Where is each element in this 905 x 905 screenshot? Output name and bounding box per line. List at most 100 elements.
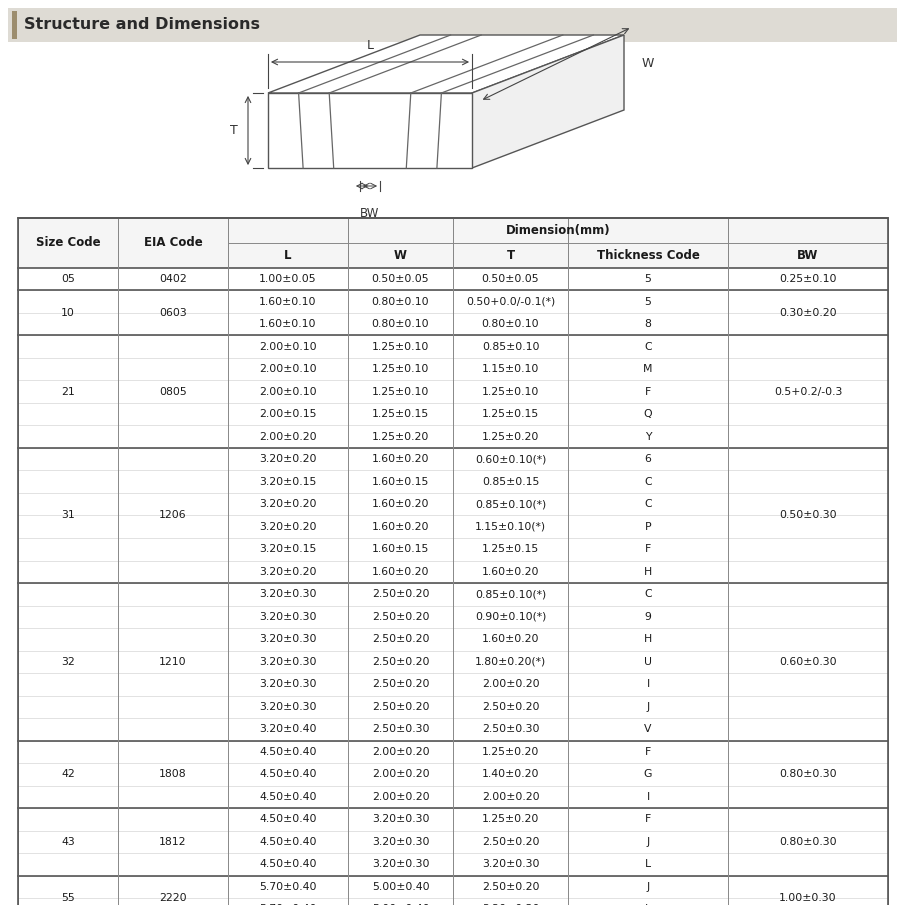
Text: 3.20±0.30: 3.20±0.30 <box>259 657 317 667</box>
Text: 0.5+0.2/-0.3: 0.5+0.2/-0.3 <box>774 386 843 396</box>
Text: 1.60±0.15: 1.60±0.15 <box>372 544 429 554</box>
Text: L: L <box>645 859 651 869</box>
Text: 0.80±0.10: 0.80±0.10 <box>372 319 429 329</box>
Text: C: C <box>644 500 652 510</box>
Text: M: M <box>643 364 653 375</box>
Text: 2.00±0.10: 2.00±0.10 <box>259 386 317 396</box>
Text: Size Code: Size Code <box>35 236 100 250</box>
Text: 2.50±0.20: 2.50±0.20 <box>372 657 429 667</box>
Text: 1.25±0.20: 1.25±0.20 <box>481 814 539 824</box>
Text: 0.50+0.0/-0.1(*): 0.50+0.0/-0.1(*) <box>466 297 555 307</box>
Text: 0.60±0.30: 0.60±0.30 <box>779 657 837 667</box>
Text: 3.20±0.15: 3.20±0.15 <box>260 477 317 487</box>
Text: F: F <box>645 386 651 396</box>
Text: 4.50±0.40: 4.50±0.40 <box>259 747 317 757</box>
Text: 2.00±0.20: 2.00±0.20 <box>481 792 539 802</box>
Text: 0.80±0.10: 0.80±0.10 <box>481 319 539 329</box>
Text: 21: 21 <box>62 386 75 396</box>
Text: 2.00±0.20: 2.00±0.20 <box>372 769 429 779</box>
Text: 1808: 1808 <box>159 769 186 779</box>
Text: 4.50±0.40: 4.50±0.40 <box>259 792 317 802</box>
Text: 5: 5 <box>644 297 652 307</box>
Polygon shape <box>268 93 472 168</box>
Text: 0.90±0.10(*): 0.90±0.10(*) <box>475 612 547 622</box>
Text: T: T <box>230 124 238 137</box>
Text: Dimension(mm): Dimension(mm) <box>506 224 610 237</box>
Text: 1.60±0.15: 1.60±0.15 <box>372 477 429 487</box>
Text: 0.50±0.05: 0.50±0.05 <box>481 274 539 284</box>
Text: 3.20±0.30: 3.20±0.30 <box>259 680 317 690</box>
Bar <box>18 218 888 268</box>
Text: G: G <box>643 769 653 779</box>
Text: 31: 31 <box>62 510 75 520</box>
Text: 2.00±0.15: 2.00±0.15 <box>259 409 317 419</box>
Text: 0.25±0.10: 0.25±0.10 <box>779 274 837 284</box>
Text: P: P <box>644 522 652 532</box>
Text: 2.50±0.30: 2.50±0.30 <box>372 724 429 734</box>
Text: 43: 43 <box>62 837 75 847</box>
Text: 2.00±0.20: 2.00±0.20 <box>259 432 317 442</box>
Text: 1.60±0.20: 1.60±0.20 <box>372 567 429 576</box>
Text: 2.50±0.20: 2.50±0.20 <box>372 589 429 599</box>
Text: F: F <box>645 544 651 554</box>
Text: 1.60±0.20: 1.60±0.20 <box>481 634 539 644</box>
Text: 1.60±0.20: 1.60±0.20 <box>481 567 539 576</box>
Text: 0.30±0.20: 0.30±0.20 <box>779 308 837 318</box>
Text: 1.60±0.10: 1.60±0.10 <box>259 297 317 307</box>
Text: 32: 32 <box>62 657 75 667</box>
Text: 0.50±0.05: 0.50±0.05 <box>372 274 429 284</box>
Text: 1210: 1210 <box>159 657 186 667</box>
Text: 3.20±0.30: 3.20±0.30 <box>372 837 429 847</box>
Text: C: C <box>644 477 652 487</box>
Text: 42: 42 <box>62 769 75 779</box>
Text: BW: BW <box>360 207 380 220</box>
Text: 1.25±0.10: 1.25±0.10 <box>372 386 429 396</box>
Text: 1.00±0.05: 1.00±0.05 <box>259 274 317 284</box>
Text: Q: Q <box>643 409 653 419</box>
Text: 1.25±0.15: 1.25±0.15 <box>481 544 539 554</box>
Text: J: J <box>646 837 650 847</box>
Text: 1206: 1206 <box>159 510 186 520</box>
Text: C: C <box>644 342 652 352</box>
Text: 3.20±0.30: 3.20±0.30 <box>259 701 317 711</box>
Text: 2.50±0.20: 2.50±0.20 <box>372 701 429 711</box>
Text: 2.00±0.20: 2.00±0.20 <box>372 747 429 757</box>
Text: 0.85±0.10(*): 0.85±0.10(*) <box>475 589 546 599</box>
Text: 4.50±0.40: 4.50±0.40 <box>259 814 317 824</box>
Text: H: H <box>643 634 653 644</box>
Text: 3.20±0.30: 3.20±0.30 <box>259 634 317 644</box>
Text: 1812: 1812 <box>159 837 186 847</box>
Text: C: C <box>644 589 652 599</box>
Text: 1.25±0.10: 1.25±0.10 <box>372 364 429 375</box>
Text: 0603: 0603 <box>159 308 186 318</box>
Text: 1.60±0.20: 1.60±0.20 <box>372 500 429 510</box>
Text: 2.50±0.20: 2.50±0.20 <box>372 634 429 644</box>
Text: 1.25±0.20: 1.25±0.20 <box>481 747 539 757</box>
Text: EIA Code: EIA Code <box>144 236 203 250</box>
Text: 6: 6 <box>644 454 652 464</box>
Text: 1.25±0.10: 1.25±0.10 <box>372 342 429 352</box>
Text: I: I <box>646 792 650 802</box>
Text: 0.80±0.30: 0.80±0.30 <box>779 837 837 847</box>
Text: 5: 5 <box>644 274 652 284</box>
Text: 3.20±0.15: 3.20±0.15 <box>260 544 317 554</box>
Text: 3.20±0.30: 3.20±0.30 <box>259 612 317 622</box>
Text: 1.80±0.20(*): 1.80±0.20(*) <box>475 657 546 667</box>
Text: 1.25±0.20: 1.25±0.20 <box>481 432 539 442</box>
Text: 1.25±0.20: 1.25±0.20 <box>372 432 429 442</box>
Text: T: T <box>507 249 515 262</box>
Text: 0.60±0.10(*): 0.60±0.10(*) <box>475 454 547 464</box>
Text: 3.20±0.30: 3.20±0.30 <box>372 859 429 869</box>
Text: 3.20±0.20: 3.20±0.20 <box>259 454 317 464</box>
Text: 3.20±0.30: 3.20±0.30 <box>259 589 317 599</box>
Text: 2.00±0.10: 2.00±0.10 <box>259 364 317 375</box>
Text: 8: 8 <box>644 319 652 329</box>
Text: 1.60±0.20: 1.60±0.20 <box>372 454 429 464</box>
Text: 2.50±0.20: 2.50±0.20 <box>481 881 539 891</box>
Text: Structure and Dimensions: Structure and Dimensions <box>24 17 260 33</box>
Polygon shape <box>472 35 624 168</box>
Text: 0.80±0.10: 0.80±0.10 <box>372 297 429 307</box>
Text: 0.85±0.10(*): 0.85±0.10(*) <box>475 500 546 510</box>
Text: 4.50±0.40: 4.50±0.40 <box>259 837 317 847</box>
Text: Thickness Code: Thickness Code <box>596 249 700 262</box>
